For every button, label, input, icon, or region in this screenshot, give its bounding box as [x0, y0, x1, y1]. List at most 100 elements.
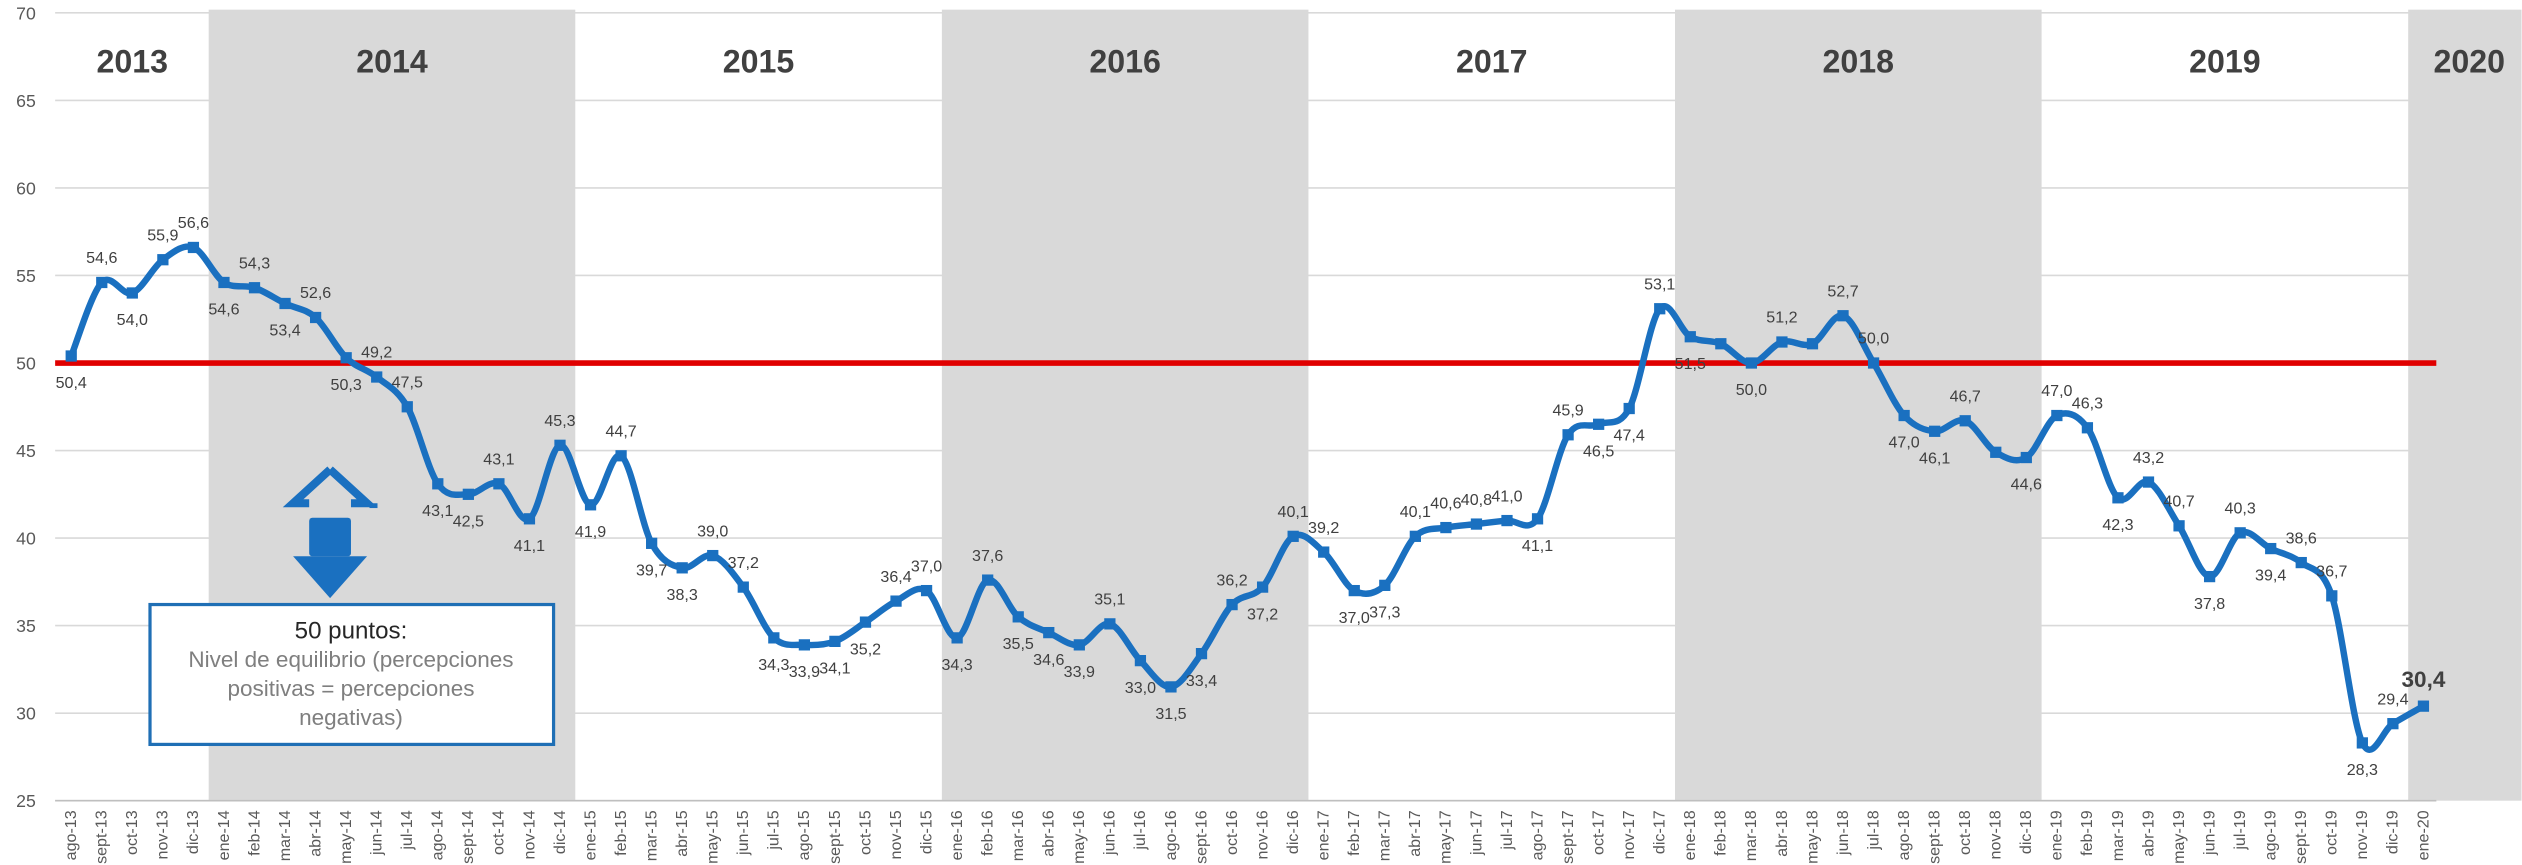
x-tick-label: sept-15: [826, 810, 844, 864]
data-point: [2417, 700, 2430, 712]
value-label: 37,0: [1339, 609, 1370, 627]
year-label: 2015: [723, 43, 795, 79]
data-point: [2295, 556, 2307, 569]
data-point: [2112, 492, 2124, 504]
x-tick-label: dic-13: [184, 810, 202, 854]
data-point: [1226, 598, 1238, 611]
data-point: [798, 639, 811, 651]
data-point: [1684, 331, 1696, 343]
value-label: 47,0: [2041, 382, 2072, 400]
data-point: [1837, 310, 1849, 322]
data-point: [920, 584, 933, 597]
year-label: 2017: [1456, 43, 1528, 79]
x-tick-label: sept-13: [93, 810, 111, 864]
value-label: 43,2: [2133, 449, 2164, 467]
data-point: [340, 352, 352, 364]
value-label: 33,0: [1125, 679, 1156, 697]
data-point: [1440, 521, 1452, 534]
year-label: 2020: [2434, 43, 2506, 79]
data-point: [554, 439, 566, 451]
value-label: 50,4: [56, 374, 87, 392]
value-label: 50,0: [1858, 330, 1889, 348]
value-label: 34,3: [758, 656, 789, 674]
y-tick-label: 55: [16, 266, 36, 286]
data-point: [493, 478, 505, 490]
x-tick-label: ago-18: [1895, 810, 1913, 860]
data-point: [1409, 530, 1421, 542]
x-tick-label: oct-17: [1589, 810, 1607, 855]
value-label: 43,1: [483, 451, 514, 469]
data-point: [2203, 570, 2216, 583]
x-tick-label: ago-16: [1162, 810, 1180, 860]
data-point: [646, 537, 658, 549]
value-label: 54,3: [239, 254, 270, 272]
data-point: [1715, 338, 1727, 350]
value-label: 37,3: [1369, 604, 1400, 622]
year-band: [941, 9, 1309, 801]
value-label: 36,4: [880, 568, 911, 586]
x-tick-label: sept-19: [2292, 810, 2310, 864]
data-point: [1256, 581, 1269, 593]
data-point: [859, 616, 872, 628]
x-tick-label: jun-16: [1101, 810, 1119, 856]
data-point: [1073, 639, 1085, 651]
x-tick-label: jul-19: [2231, 810, 2249, 850]
value-label: 42,3: [2102, 516, 2133, 534]
data-point: [1287, 530, 1299, 542]
x-tick-label: jun-14: [368, 810, 386, 856]
x-tick-label: oct-18: [1956, 810, 1974, 855]
data-point: [1806, 338, 1819, 350]
data-point: [2142, 476, 2155, 488]
value-label: 34,1: [819, 660, 850, 678]
x-tick-label: nov-15: [887, 810, 905, 859]
data-point: [309, 311, 322, 324]
data-point: [126, 287, 138, 299]
x-tick-label: nov-14: [520, 810, 538, 859]
value-label: 39,4: [2255, 567, 2286, 585]
data-point: [1745, 357, 1758, 369]
annotation: 50 puntos: Nivel de equilibrio (percepci…: [148, 466, 556, 747]
y-tick-label: 65: [16, 91, 36, 111]
value-label: 40,3: [2225, 500, 2256, 518]
data-point: [279, 297, 291, 310]
plot: 50,4 54,6 54,0 55,956,6 54,6 54,3 53,4 52,6 50,3…: [55, 214, 2446, 779]
annotation-line: positivas = percepciones: [227, 676, 474, 701]
value-label: 37,0: [911, 557, 942, 575]
data-point: [523, 513, 536, 525]
year-label: 2018: [1823, 43, 1895, 79]
value-label: 39,0: [697, 522, 728, 540]
x-tick-label: ago-15: [795, 810, 813, 860]
data-point: [982, 574, 994, 586]
value-label: 41,1: [514, 537, 545, 555]
value-label: 33,9: [789, 663, 820, 681]
x-tick-label: sept-16: [1192, 810, 1210, 864]
value-label: 37,6: [972, 547, 1003, 565]
data-point: [737, 581, 749, 593]
value-label: 40,6: [1430, 494, 1461, 512]
value-label: 38,3: [667, 586, 698, 604]
x-tick-label: abr-17: [1406, 810, 1424, 856]
value-label: 33,4: [1186, 672, 1217, 690]
x-tick-label: ago-13: [62, 810, 80, 860]
x-tick-label: nov-19: [2353, 810, 2371, 859]
data-point: [2356, 737, 2368, 749]
arrow-down: [293, 556, 368, 599]
value-label: 34,6: [1033, 651, 1064, 669]
data-point: [1501, 514, 1513, 527]
value-label: 50,0: [1736, 381, 1767, 399]
data-point: [2020, 451, 2032, 464]
x-tick-label: abr-19: [2139, 810, 2157, 856]
y-tick-label: 35: [16, 616, 36, 636]
x-tick-label: nov-16: [1253, 810, 1271, 859]
data-point: [65, 350, 77, 362]
x-tick-label: dic-14: [551, 810, 569, 854]
x-tick-label: oct-16: [1223, 810, 1241, 855]
value-label: 28,3: [2347, 761, 2378, 779]
x-tick-label: oct-15: [856, 810, 874, 855]
x-tick-label: jun-17: [1467, 810, 1485, 856]
value-label: 39,2: [1308, 519, 1339, 537]
arrow-body: [309, 517, 351, 557]
annotation-line: Nivel de equilibrio (percepciones: [188, 647, 513, 672]
value-label: 53,4: [269, 322, 300, 340]
value-label: 43,1: [422, 502, 453, 520]
